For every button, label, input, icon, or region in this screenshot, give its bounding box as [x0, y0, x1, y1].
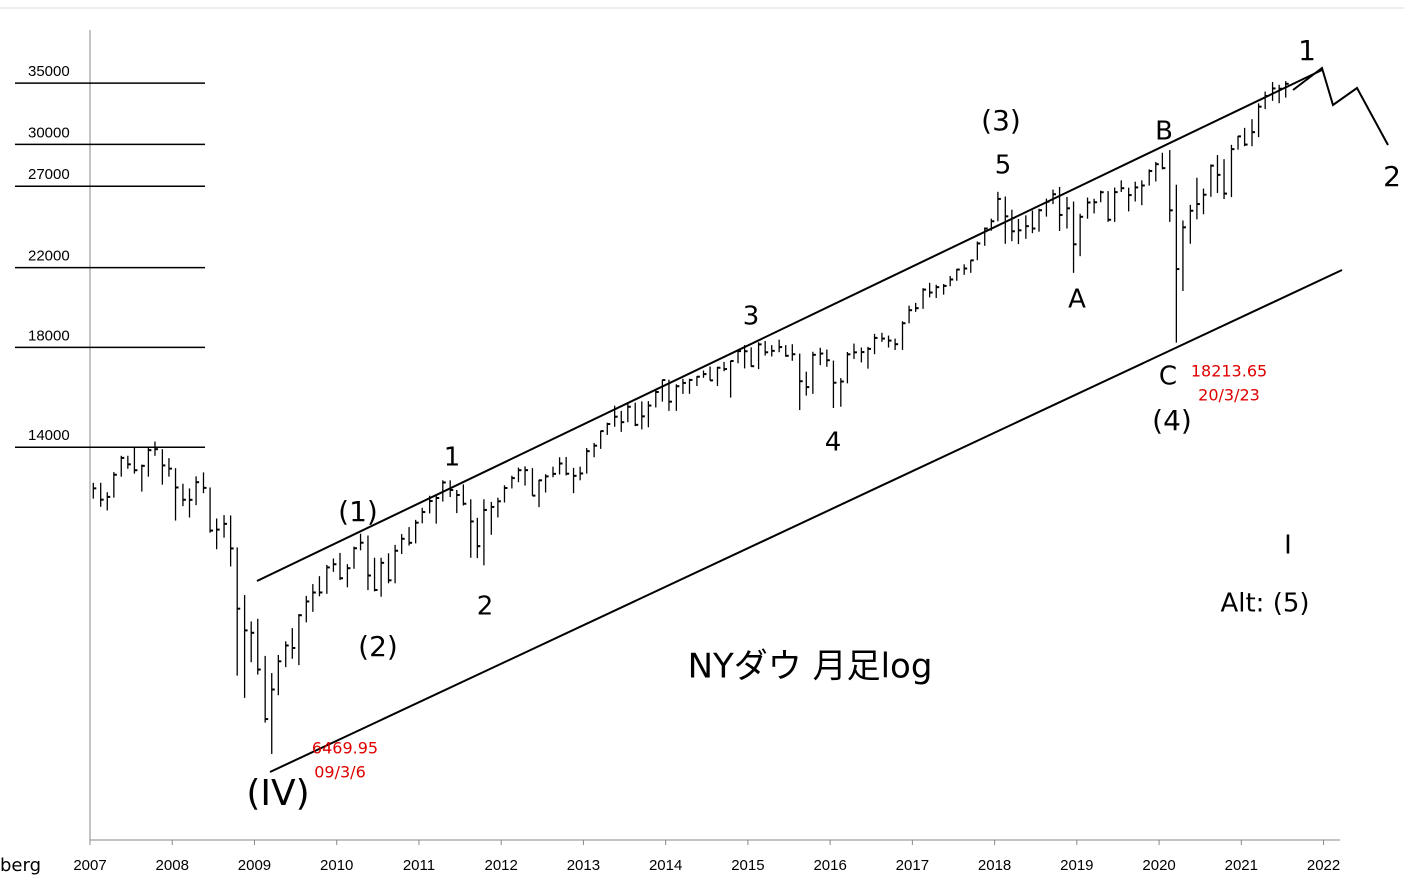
price-label: 18213.65	[1191, 362, 1267, 381]
wave-label: Alt: (5)	[1220, 589, 1309, 619]
x-tick-label: 2022	[1307, 857, 1340, 874]
x-tick-label: 2019	[1060, 857, 1093, 874]
x-tick-label: 2010	[320, 857, 353, 874]
price-label: 20/3/23	[1198, 386, 1260, 405]
x-tick-label: 2007	[73, 857, 106, 874]
x-tick-label: 2015	[731, 857, 764, 874]
x-tick-label: 2018	[978, 857, 1011, 874]
wave-label: 3	[743, 302, 760, 332]
price-label: 6469.95	[312, 739, 378, 758]
wave-label: (2)	[358, 630, 398, 663]
lower-channel	[269, 269, 1343, 773]
y-tick-label: 14000	[28, 427, 70, 444]
wave-label: 2	[1383, 160, 1401, 193]
wave-label: I	[1284, 531, 1292, 561]
wave-label: C	[1159, 362, 1177, 392]
chart-title: NYダウ 月足log	[688, 647, 933, 687]
x-tick-label: 2008	[156, 857, 189, 874]
wave-label: 4	[825, 428, 842, 458]
y-tick-label: 22000	[28, 248, 70, 265]
wave-label: A	[1068, 285, 1086, 315]
wave-label: 5	[995, 151, 1012, 181]
wave-label: (IV)	[246, 773, 309, 814]
y-tick-label: 30000	[28, 124, 70, 141]
wave-label: 1	[444, 443, 461, 473]
source: berg	[0, 855, 41, 876]
wave-label: (3)	[981, 104, 1021, 137]
wave-label: (1)	[338, 495, 378, 528]
y-tick-label: 18000	[28, 327, 70, 344]
x-tick-label: 2020	[1142, 857, 1175, 874]
x-tick-label: 2017	[896, 857, 929, 874]
wave-label: 1	[1298, 34, 1316, 67]
x-tick-label: 2021	[1225, 857, 1258, 874]
upper-channel	[256, 69, 1323, 582]
wave-label: (4)	[1152, 404, 1192, 437]
x-tick-label: 2013	[567, 857, 600, 874]
y-tick-label: 27000	[28, 166, 70, 183]
x-tick-label: 2014	[649, 857, 682, 874]
price-label: 09/3/6	[314, 763, 366, 782]
wave-label: B	[1155, 117, 1173, 147]
x-tick-label: 2016	[813, 857, 846, 874]
wave-label: 2	[477, 592, 494, 622]
y-tick-label: 35000	[28, 63, 70, 80]
x-tick-label: 2009	[238, 857, 271, 874]
x-tick-label: 2011	[403, 857, 435, 874]
projection-path	[1292, 66, 1389, 146]
x-tick-label: 2012	[484, 857, 517, 874]
